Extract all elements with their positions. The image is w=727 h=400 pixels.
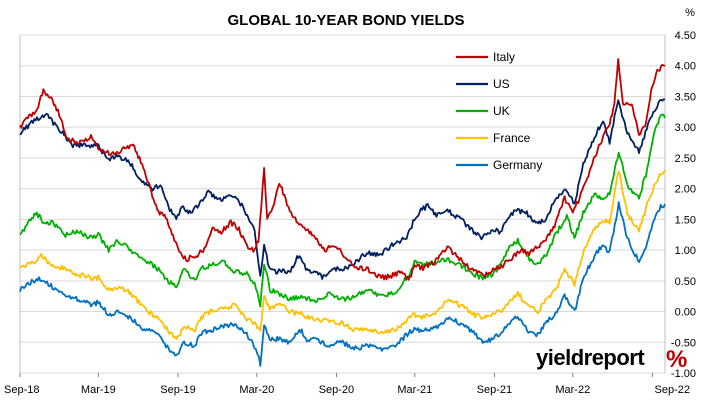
logo-percent-mark: % [666, 346, 687, 373]
y-tick-label: 4.50 [675, 30, 696, 42]
y-axis-ticks: -1.00 -0.50 0.00 0.50 1.00 1.50 2.00 2.50 3.00 3.… [671, 30, 696, 380]
x-tick-label: Sep-20 [319, 384, 354, 396]
y-tick-label: 4.00 [675, 61, 696, 73]
y-tick-label: 2.00 [675, 184, 696, 196]
series-line-uk [19, 113, 666, 308]
series-line-italy [19, 58, 666, 281]
y-tick-label: 2.50 [675, 153, 696, 165]
y-tick-label: 0.50 [675, 276, 696, 288]
series-line-france [19, 169, 666, 340]
yieldreport-logo: yieldreport % [536, 345, 687, 373]
legend-label-uk: UK [493, 104, 510, 118]
y-axis-unit: % [685, 7, 695, 19]
y-tick-label: 0.00 [675, 307, 696, 319]
series-line-germany [19, 201, 666, 367]
x-tick-label: Sep-18 [4, 384, 39, 396]
y-tick-label: -0.50 [671, 337, 696, 349]
y-tick-label: -1.00 [671, 368, 696, 380]
y-tick-label: 1.50 [675, 214, 696, 226]
x-tick-label: Sep-19 [160, 384, 195, 396]
legend: Italy US UK France Germany [456, 50, 542, 172]
y-tick-label: 1.00 [675, 245, 696, 257]
x-axis-ticks: Sep-18 Mar-19 Sep-19 Mar-20 Sep-20 Mar-21 Sep-… [4, 373, 690, 396]
legend-label-us: US [493, 77, 510, 91]
legend-label-italy: Italy [493, 50, 515, 64]
y-tick-label: 3.00 [675, 122, 696, 134]
legend-label-germany: Germany [493, 158, 542, 172]
x-tick-label: Mar-20 [239, 384, 274, 396]
chart-title: GLOBAL 10-YEAR BOND YIELDS [228, 12, 465, 29]
series-line-us [19, 98, 666, 280]
legend-label-france: France [493, 131, 531, 145]
y-tick-label: 3.50 [675, 91, 696, 103]
series-lines [19, 58, 666, 367]
x-tick-label: Sep-21 [477, 384, 512, 396]
x-tick-label: Sep-22 [655, 384, 690, 396]
x-tick-label: Mar-21 [397, 384, 432, 396]
logo-wordmark: yieldreport [536, 345, 645, 370]
x-tick-label: Mar-22 [555, 384, 590, 396]
x-tick-label: Mar-19 [81, 384, 116, 396]
